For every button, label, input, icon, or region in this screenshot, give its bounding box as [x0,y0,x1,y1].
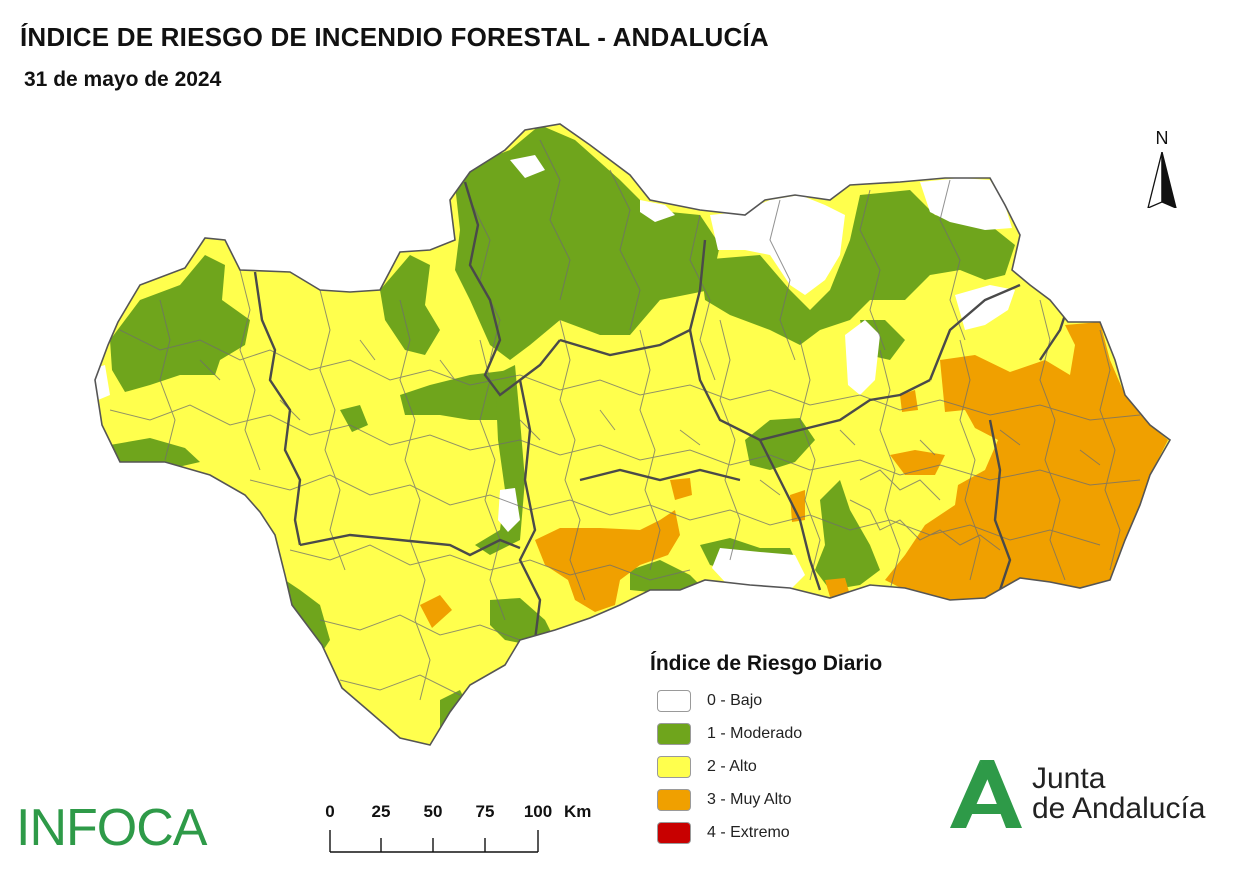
legend-swatch [657,723,691,745]
legend-swatch [657,690,691,712]
zone-muy-alto [890,450,945,475]
legend-label: 2 - Alto [707,758,757,775]
legend-title: Índice de Riesgo Diario [650,652,883,675]
zone-bajo [955,285,1015,330]
zone-muy-alto [670,478,692,500]
zone-bajo [498,488,520,532]
junta-andalucia-logo: Junta de Andalucía [948,756,1228,832]
legend-swatch [657,756,691,778]
zone-moderado [340,405,368,432]
scale-tick-label: 0 [325,802,335,821]
zone-bajo [510,155,545,178]
junta-logo-line1: Junta [1032,762,1106,795]
province-boundaries [253,181,1072,641]
junta-emblem-icon [950,760,1022,828]
zone-muy-alto [790,490,805,522]
zone-bajo [845,320,880,395]
scale-tick-label: 100 [523,802,553,821]
zone-moderado [630,560,705,595]
north-label: N [1155,128,1169,148]
map-title: ÍNDICE DE RIESGO DE INCENDIO FORESTAL - … [20,22,769,52]
zone-moderado [490,598,555,645]
legend-label: 3 - Muy Alto [707,791,792,808]
legend-item-bajo: 0 - Bajo [650,690,950,723]
north-arrow-icon [1147,152,1177,208]
municipal-boundaries [109,139,1141,701]
zone-bajo [95,365,110,400]
scale-tick-label: 25 [371,802,391,821]
legend-label: 4 - Extremo [707,824,790,841]
scale-bar: 0 25 50 75 100 Km [318,800,618,860]
zone-bajo [710,195,845,295]
legend-item-extremo: 4 - Extremo [650,822,950,855]
scale-tick-label: 75 [475,802,495,821]
zone-moderado [380,255,440,355]
legend: Índice de Riesgo Diario 0 - Bajo 1 - Mod… [650,652,950,855]
scale-unit: Km [564,802,592,821]
zone-muy-alto [535,510,680,612]
legend-item-moderado: 1 - Moderado [650,723,950,756]
zone-bajo [640,200,675,222]
legend-swatch [657,789,691,811]
legend-swatch [657,822,691,844]
legend-item-muy-alto: 3 - Muy Alto [650,789,950,822]
legend-label: 0 - Bajo [707,692,763,709]
zone-muy-alto [420,595,452,628]
zone-muy-alto [825,578,850,597]
zone-moderado [700,190,1015,345]
zone-moderado [455,125,720,360]
zone-moderado [400,370,515,420]
zone-muy-alto [885,322,1168,602]
scale-tick-label: 50 [423,802,443,821]
map-date: 31 de mayo de 2024 [24,68,222,91]
infoca-logo: INFOCA [16,799,207,857]
junta-logo-line2: de Andalucía [1032,792,1206,825]
legend-label: 1 - Moderado [707,725,803,742]
zone-bajo [920,178,1012,230]
zone-moderado [110,255,250,392]
north-arrow: N [1140,128,1184,210]
zone-moderado [285,580,330,655]
zone-bajo [712,548,805,590]
zone-moderado [815,480,880,590]
legend-item-alto: 2 - Alto [650,756,950,789]
scale-bar-graphic [329,830,539,853]
